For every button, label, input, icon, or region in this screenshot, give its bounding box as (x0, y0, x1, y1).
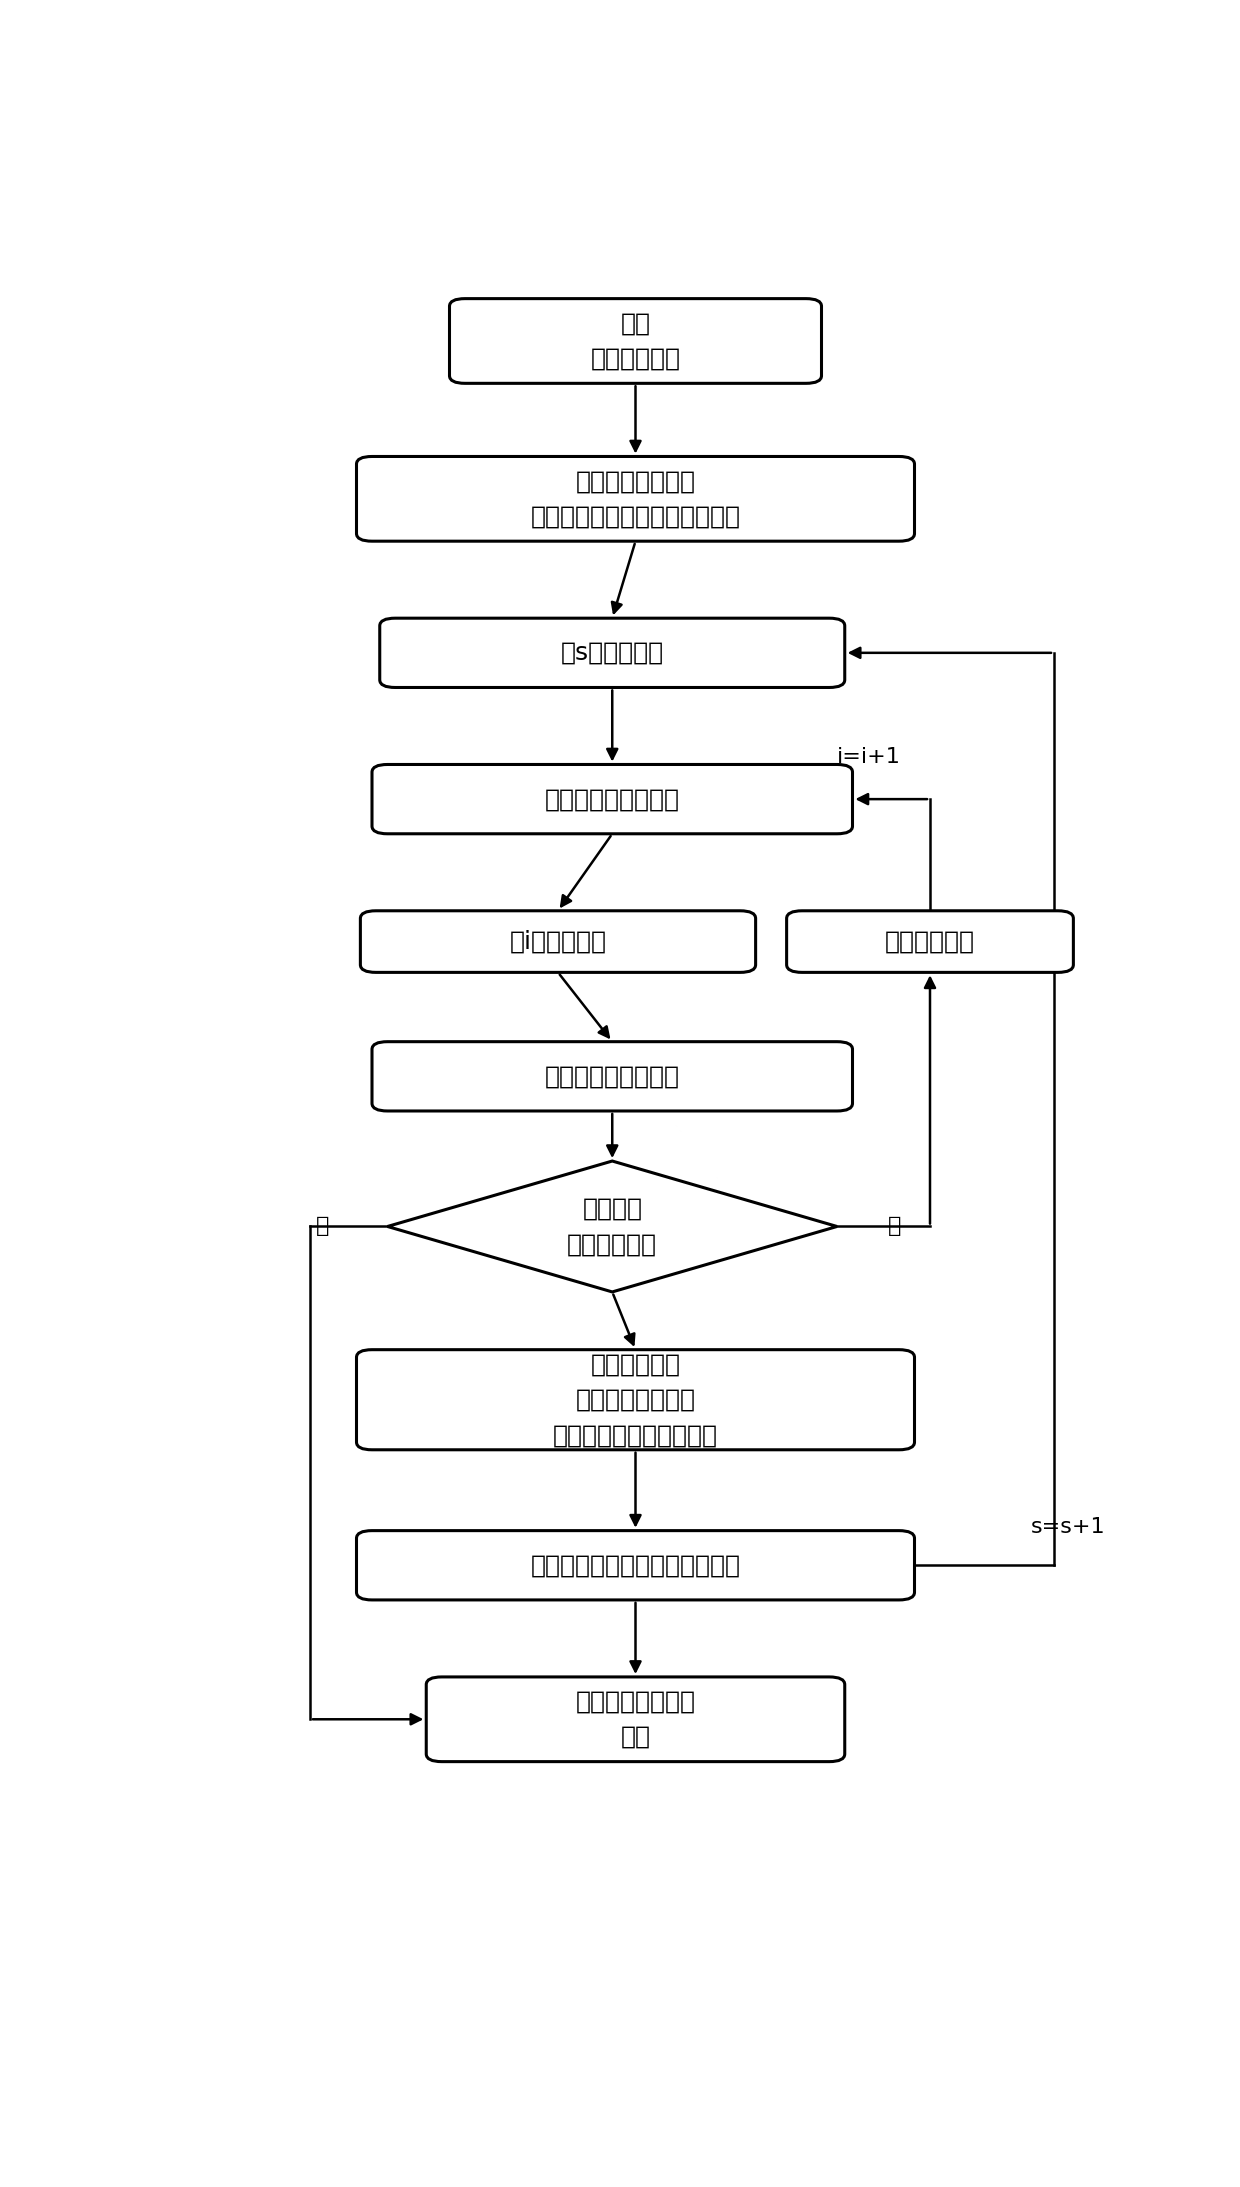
FancyBboxPatch shape (357, 457, 915, 540)
FancyBboxPatch shape (361, 910, 755, 973)
FancyBboxPatch shape (372, 1041, 853, 1111)
Text: 索力增量求和
计算修正系数向量
修正下一轮张拉影响矩阵: 索力增量求和 计算修正系数向量 修正下一轮张拉影响矩阵 (553, 1352, 718, 1448)
FancyBboxPatch shape (357, 1531, 915, 1601)
Text: 索力满足
设计要求精度: 索力满足 设计要求精度 (567, 1196, 657, 1255)
Text: 索力误差满足要求
结束: 索力误差满足要求 结束 (575, 1691, 696, 1750)
Text: 开始
确定张拉方案: 开始 确定张拉方案 (590, 311, 681, 370)
FancyBboxPatch shape (427, 1677, 844, 1763)
Text: 第i批拉索张拉: 第i批拉索张拉 (510, 929, 606, 954)
Polygon shape (387, 1161, 837, 1293)
Text: 建构结构分析模型
提取影响矩阵和张拉力序列向量: 建构结构分析模型 提取影响矩阵和张拉力序列向量 (531, 470, 740, 529)
Text: 是: 是 (316, 1216, 329, 1236)
Text: 重新计算下一轮张拉力序列向量: 重新计算下一轮张拉力序列向量 (531, 1553, 740, 1577)
Text: s=s+1: s=s+1 (1030, 1518, 1105, 1537)
FancyBboxPatch shape (372, 765, 853, 833)
FancyBboxPatch shape (357, 1349, 915, 1450)
Text: 否: 否 (888, 1216, 901, 1236)
Text: 计算索力增量: 计算索力增量 (885, 929, 975, 954)
Text: 测量已张拉拉索索力: 测量已张拉拉索索力 (544, 1065, 680, 1089)
FancyBboxPatch shape (449, 300, 821, 383)
FancyBboxPatch shape (786, 910, 1074, 973)
Text: 测量已张拉拉索索力: 测量已张拉拉索索力 (544, 787, 680, 811)
Text: 第s轮拉索张拉: 第s轮拉索张拉 (560, 641, 663, 665)
Text: i=i+1: i=i+1 (837, 746, 901, 768)
FancyBboxPatch shape (379, 619, 844, 687)
